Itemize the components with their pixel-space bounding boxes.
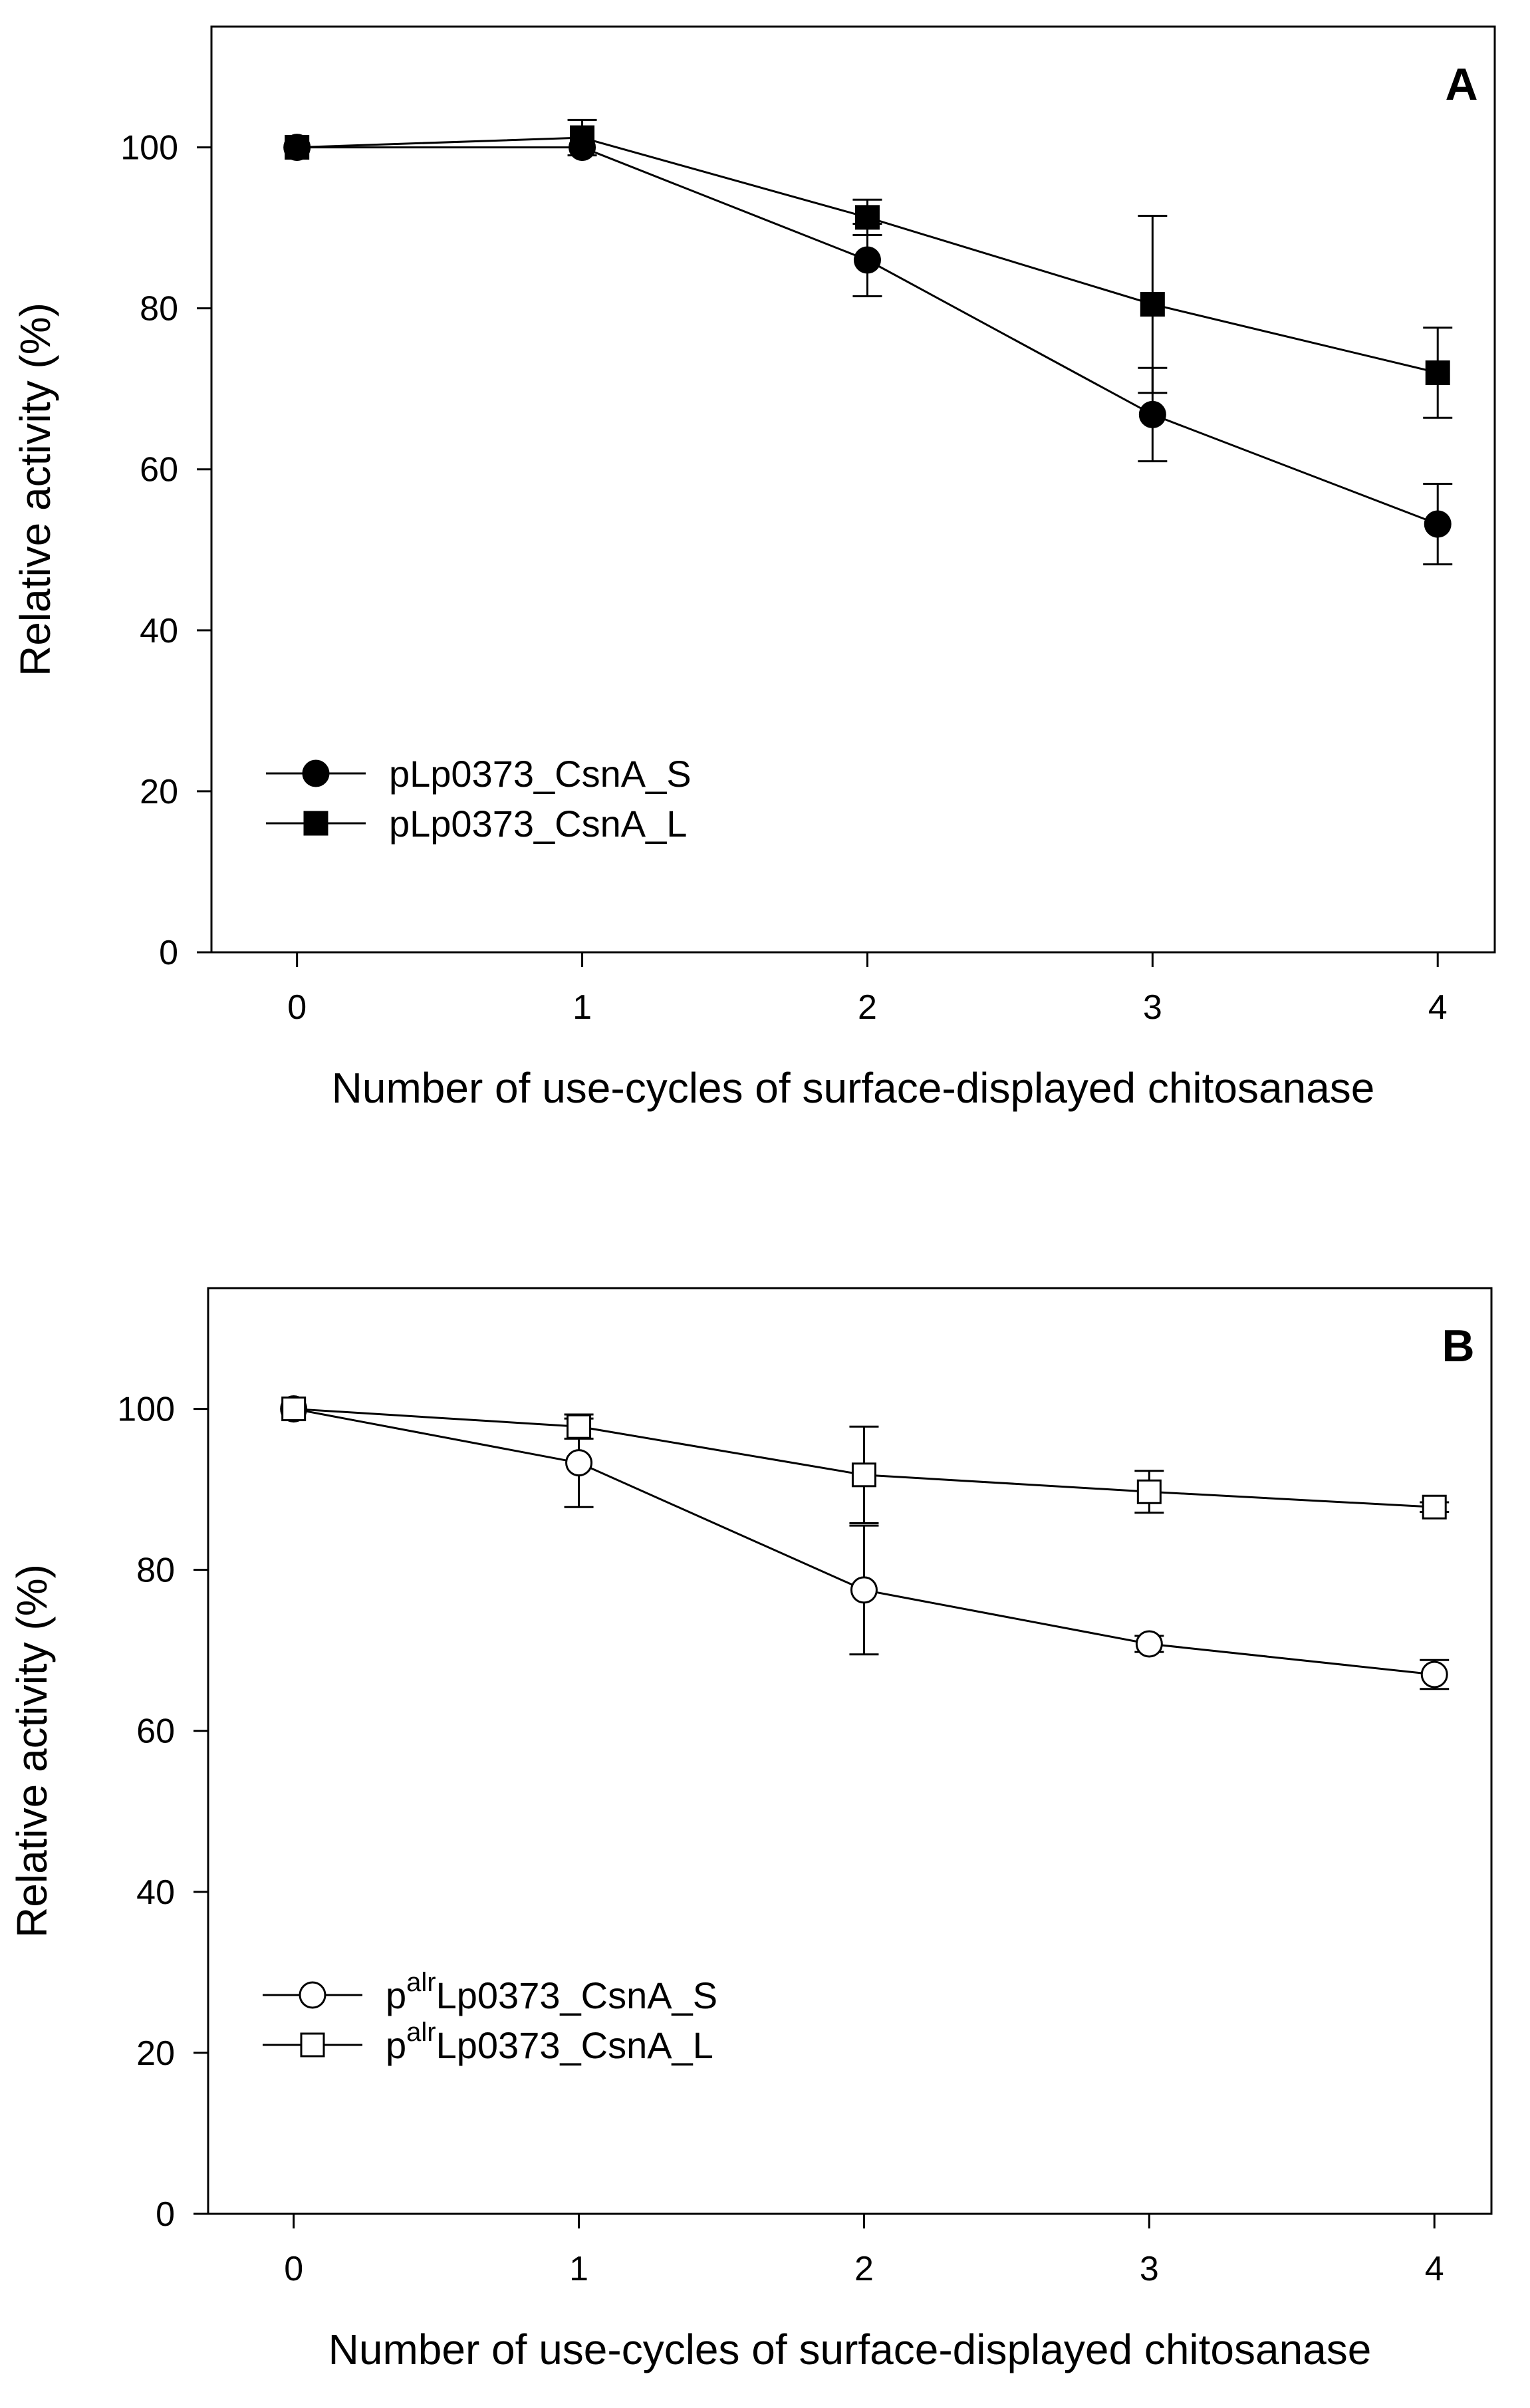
plot-frame — [210, 25, 1496, 954]
data-point — [1140, 292, 1165, 317]
legend-marker — [303, 811, 328, 836]
x-tick-label: 0 — [287, 988, 307, 1027]
legend-entry: palrLp0373_CsnA_L — [263, 2018, 713, 2066]
legend-marker — [300, 2032, 325, 2058]
plot-frame — [207, 1287, 1493, 2215]
data-point — [1138, 400, 1166, 428]
data-point — [567, 1414, 592, 1439]
data-point — [854, 205, 880, 230]
y-tick-label: 80 — [136, 1551, 175, 1590]
x-tick-label: 4 — [1428, 988, 1448, 1027]
data-point — [850, 1576, 878, 1604]
data-point — [285, 135, 310, 160]
y-tick-label: 60 — [136, 1712, 175, 1751]
data-point — [1420, 1661, 1448, 1688]
panel-label: A — [1445, 59, 1477, 110]
y-tick-label: 0 — [159, 934, 178, 972]
x-tick-label: 0 — [284, 2250, 303, 2288]
legend-label-prefix: p — [386, 2024, 406, 2066]
x-tick-label: 4 — [1425, 2250, 1444, 2288]
legend-label-superscript: alr — [406, 1968, 436, 1997]
data-point — [1425, 360, 1450, 385]
y-tick-label: 40 — [140, 612, 178, 650]
y-tick-label: 20 — [136, 2034, 175, 2073]
data-point — [570, 125, 595, 150]
x-tick-label: 3 — [1140, 2250, 1159, 2288]
panel-label: B — [1442, 1321, 1474, 1371]
legend-marker — [302, 759, 330, 787]
y-tick-label: 100 — [117, 1391, 175, 1429]
data-point — [1424, 510, 1452, 538]
legend-label: palrLp0373_CsnA_S — [386, 1968, 717, 2016]
legend-marker — [299, 1981, 326, 2009]
legend-label-prefix: p — [386, 1974, 406, 2016]
legend-label: pLp0373_CsnA_S — [389, 753, 692, 795]
x-tick-label: 1 — [569, 2250, 588, 2288]
y-axis-label: Relative activity (%) — [11, 303, 59, 676]
legend-entry: pLp0373_CsnA_L — [266, 803, 687, 845]
legend-label: pLp0373_CsnA_L — [389, 803, 687, 845]
series-square-filled — [285, 118, 1453, 419]
legend-entry: palrLp0373_CsnA_S — [263, 1968, 717, 2016]
data-point — [1136, 1479, 1162, 1504]
x-axis-label: Number of use-cycles of surface-displaye… — [328, 2326, 1372, 2373]
x-tick-label: 2 — [854, 2250, 874, 2288]
data-point — [1135, 1630, 1163, 1658]
y-tick-label: 40 — [136, 1873, 175, 1912]
legend-entry: pLp0373_CsnA_S — [266, 753, 692, 795]
data-point — [1422, 1494, 1447, 1520]
y-tick-label: 60 — [140, 451, 178, 489]
y-axis-label: Relative activity (%) — [8, 1564, 56, 1938]
series-square-open — [281, 1397, 1450, 1524]
legend-label-main: Lp0373_CsnA_L — [436, 2024, 713, 2066]
legend-label-main: Lp0373_CsnA_S — [436, 1974, 717, 2016]
y-tick-label: 20 — [140, 773, 178, 811]
data-point — [565, 1449, 593, 1477]
y-tick-label: 0 — [156, 2195, 175, 2234]
legend-label-superscript: alr — [406, 2018, 436, 2047]
data-point — [853, 246, 881, 274]
y-tick-label: 100 — [120, 129, 178, 168]
legend-label: palrLp0373_CsnA_L — [386, 2018, 713, 2066]
x-tick-label: 3 — [1143, 988, 1162, 1027]
data-point — [281, 1397, 307, 1422]
x-tick-label: 2 — [858, 988, 877, 1027]
x-tick-label: 1 — [573, 988, 592, 1027]
x-axis-label: Number of use-cycles of surface-displaye… — [332, 1064, 1375, 1112]
y-tick-label: 80 — [140, 290, 178, 329]
data-point — [851, 1462, 876, 1488]
